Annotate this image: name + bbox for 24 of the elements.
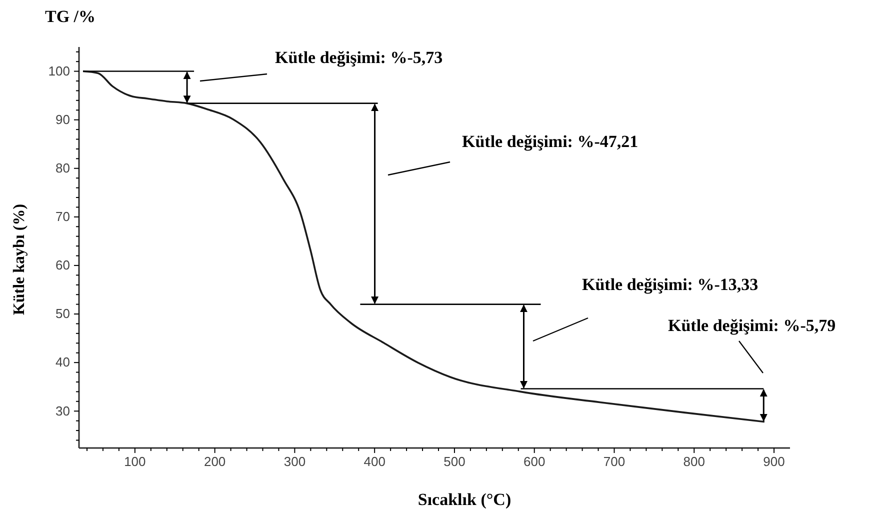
y-tick-label: 30 xyxy=(56,403,70,418)
x-tick-label: 900 xyxy=(763,454,785,470)
y-tick-label: 70 xyxy=(56,209,70,224)
chart-title: TG /% xyxy=(45,7,96,26)
annotation: Kütle değişimi: %-13,33 xyxy=(582,275,758,294)
x-tick-label: 200 xyxy=(204,454,226,470)
x-tick-label: 100 xyxy=(124,454,146,470)
y-tick-label: 50 xyxy=(56,306,70,322)
y-tick-label: 80 xyxy=(56,160,70,176)
y-tick-label: 100 xyxy=(48,63,70,78)
y-tick-label: 40 xyxy=(56,354,70,370)
x-axis-title: Sıcaklık (°C) xyxy=(418,490,512,509)
y-tick-label: 60 xyxy=(56,258,70,273)
x-tick-label: 600 xyxy=(524,454,546,470)
x-tick-label: 300 xyxy=(284,454,306,470)
x-tick-label: 400 xyxy=(364,454,386,470)
annotation: Kütle değişimi: %-47,21 xyxy=(462,132,638,151)
x-tick-label: 700 xyxy=(603,454,626,470)
y-tick-label: 90 xyxy=(56,112,70,127)
x-tick-label: 500 xyxy=(444,454,466,470)
annotation: Kütle değişimi: %-5,79 xyxy=(668,316,836,335)
x-tick-label: 800 xyxy=(683,454,705,470)
annotation: Kütle değişimi: %-5,73 xyxy=(275,48,443,67)
y-axis-title: Kütle kaybı (%) xyxy=(11,204,28,316)
